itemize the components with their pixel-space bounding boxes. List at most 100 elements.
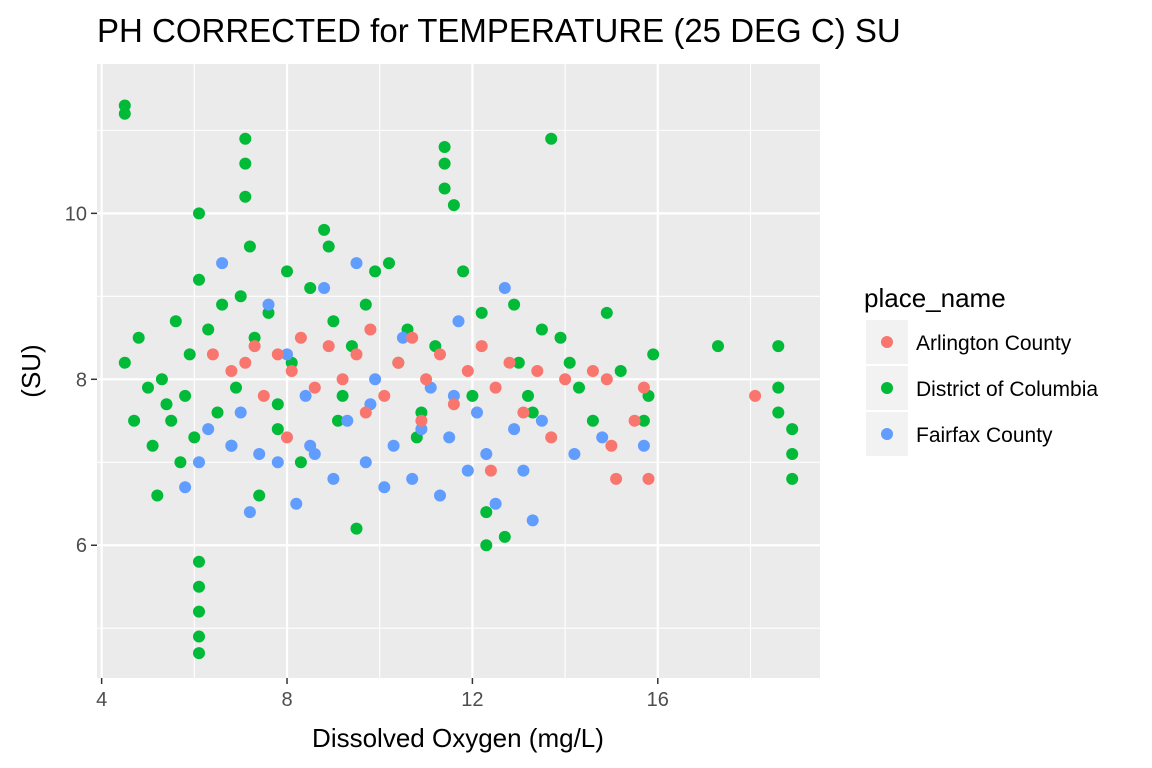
data-point	[146, 439, 159, 452]
data-point	[271, 423, 284, 436]
data-point	[318, 223, 331, 236]
data-point	[545, 431, 558, 444]
data-point	[637, 381, 650, 394]
data-point	[498, 282, 511, 294]
data-point	[642, 472, 655, 485]
data-point	[211, 406, 224, 419]
y-axis-title: (SU)	[16, 344, 46, 397]
data-point	[480, 539, 493, 552]
data-point	[160, 398, 173, 411]
data-point	[498, 530, 511, 543]
data-point	[461, 464, 474, 477]
data-point	[262, 298, 275, 311]
legend-label: District of Columbia	[916, 378, 1098, 401]
data-point	[234, 290, 247, 303]
data-point	[225, 365, 238, 377]
data-point	[772, 381, 785, 394]
data-point	[396, 331, 409, 344]
data-point	[128, 414, 141, 427]
data-point	[327, 472, 340, 485]
data-point	[415, 414, 428, 427]
data-point	[294, 331, 307, 344]
data-point	[786, 448, 799, 460]
data-point	[253, 448, 266, 460]
data-point	[243, 240, 256, 253]
data-point	[489, 497, 502, 510]
data-point	[327, 315, 340, 328]
data-point	[563, 356, 576, 369]
data-point	[559, 373, 572, 386]
x-axis-title: Dissolved Oxygen (mg/L)	[312, 723, 604, 753]
y-tick-label: 10	[65, 203, 87, 225]
data-point	[239, 157, 252, 170]
data-point	[193, 555, 205, 568]
data-point	[281, 431, 293, 444]
data-point	[434, 348, 446, 361]
data-point	[369, 265, 382, 278]
data-point	[772, 406, 785, 419]
data-point	[461, 365, 474, 377]
data-point	[239, 356, 252, 369]
data-point	[248, 340, 261, 353]
data-point	[383, 257, 395, 270]
data-point	[174, 456, 187, 469]
data-point	[392, 356, 405, 369]
data-point	[647, 348, 660, 361]
data-point	[628, 414, 641, 427]
data-point	[406, 472, 419, 485]
data-point	[447, 199, 460, 212]
data-point	[243, 506, 256, 519]
data-point	[749, 389, 762, 402]
data-point	[132, 331, 145, 344]
data-point	[610, 472, 623, 485]
data-point	[262, 306, 275, 319]
legend-label: Arlington County	[916, 332, 1072, 355]
data-point	[359, 406, 372, 419]
data-point	[554, 331, 567, 344]
data-point	[271, 456, 284, 469]
data-point	[193, 630, 205, 643]
data-point	[480, 506, 493, 519]
x-tick-label: 12	[461, 689, 483, 711]
data-point	[118, 99, 131, 112]
data-point	[248, 331, 261, 344]
data-point	[179, 389, 192, 402]
legend-label: Fairfax County	[916, 424, 1053, 447]
data-point	[281, 348, 293, 361]
data-point	[290, 497, 303, 510]
data-point	[183, 348, 196, 361]
data-point	[378, 481, 391, 494]
data-point	[512, 356, 525, 369]
data-point	[586, 365, 599, 377]
data-point	[322, 240, 335, 253]
data-point	[257, 389, 270, 402]
data-point	[415, 406, 428, 419]
data-point	[457, 265, 470, 278]
x-tick-label: 4	[96, 689, 107, 711]
y-tick-label: 6	[76, 535, 87, 557]
data-point	[568, 448, 581, 460]
x-axis-ticks: 4 8 12 16	[96, 678, 669, 711]
data-point	[364, 323, 377, 336]
data-point	[234, 406, 247, 419]
data-point	[508, 423, 521, 436]
data-point	[165, 414, 178, 427]
data-point	[350, 348, 363, 361]
data-point	[387, 439, 400, 452]
data-point	[350, 257, 363, 270]
data-point	[637, 439, 650, 452]
data-point	[531, 365, 544, 377]
data-point	[216, 257, 229, 270]
data-point	[322, 340, 335, 353]
data-point	[155, 373, 168, 386]
legend: place_name Arlington County District of C…	[864, 283, 1098, 456]
data-point	[517, 406, 530, 419]
data-points	[118, 99, 799, 660]
data-point	[522, 389, 534, 402]
data-point	[369, 373, 382, 386]
plot-panel	[97, 64, 820, 678]
data-point	[508, 298, 521, 311]
data-point	[281, 265, 293, 278]
data-point	[466, 389, 479, 402]
